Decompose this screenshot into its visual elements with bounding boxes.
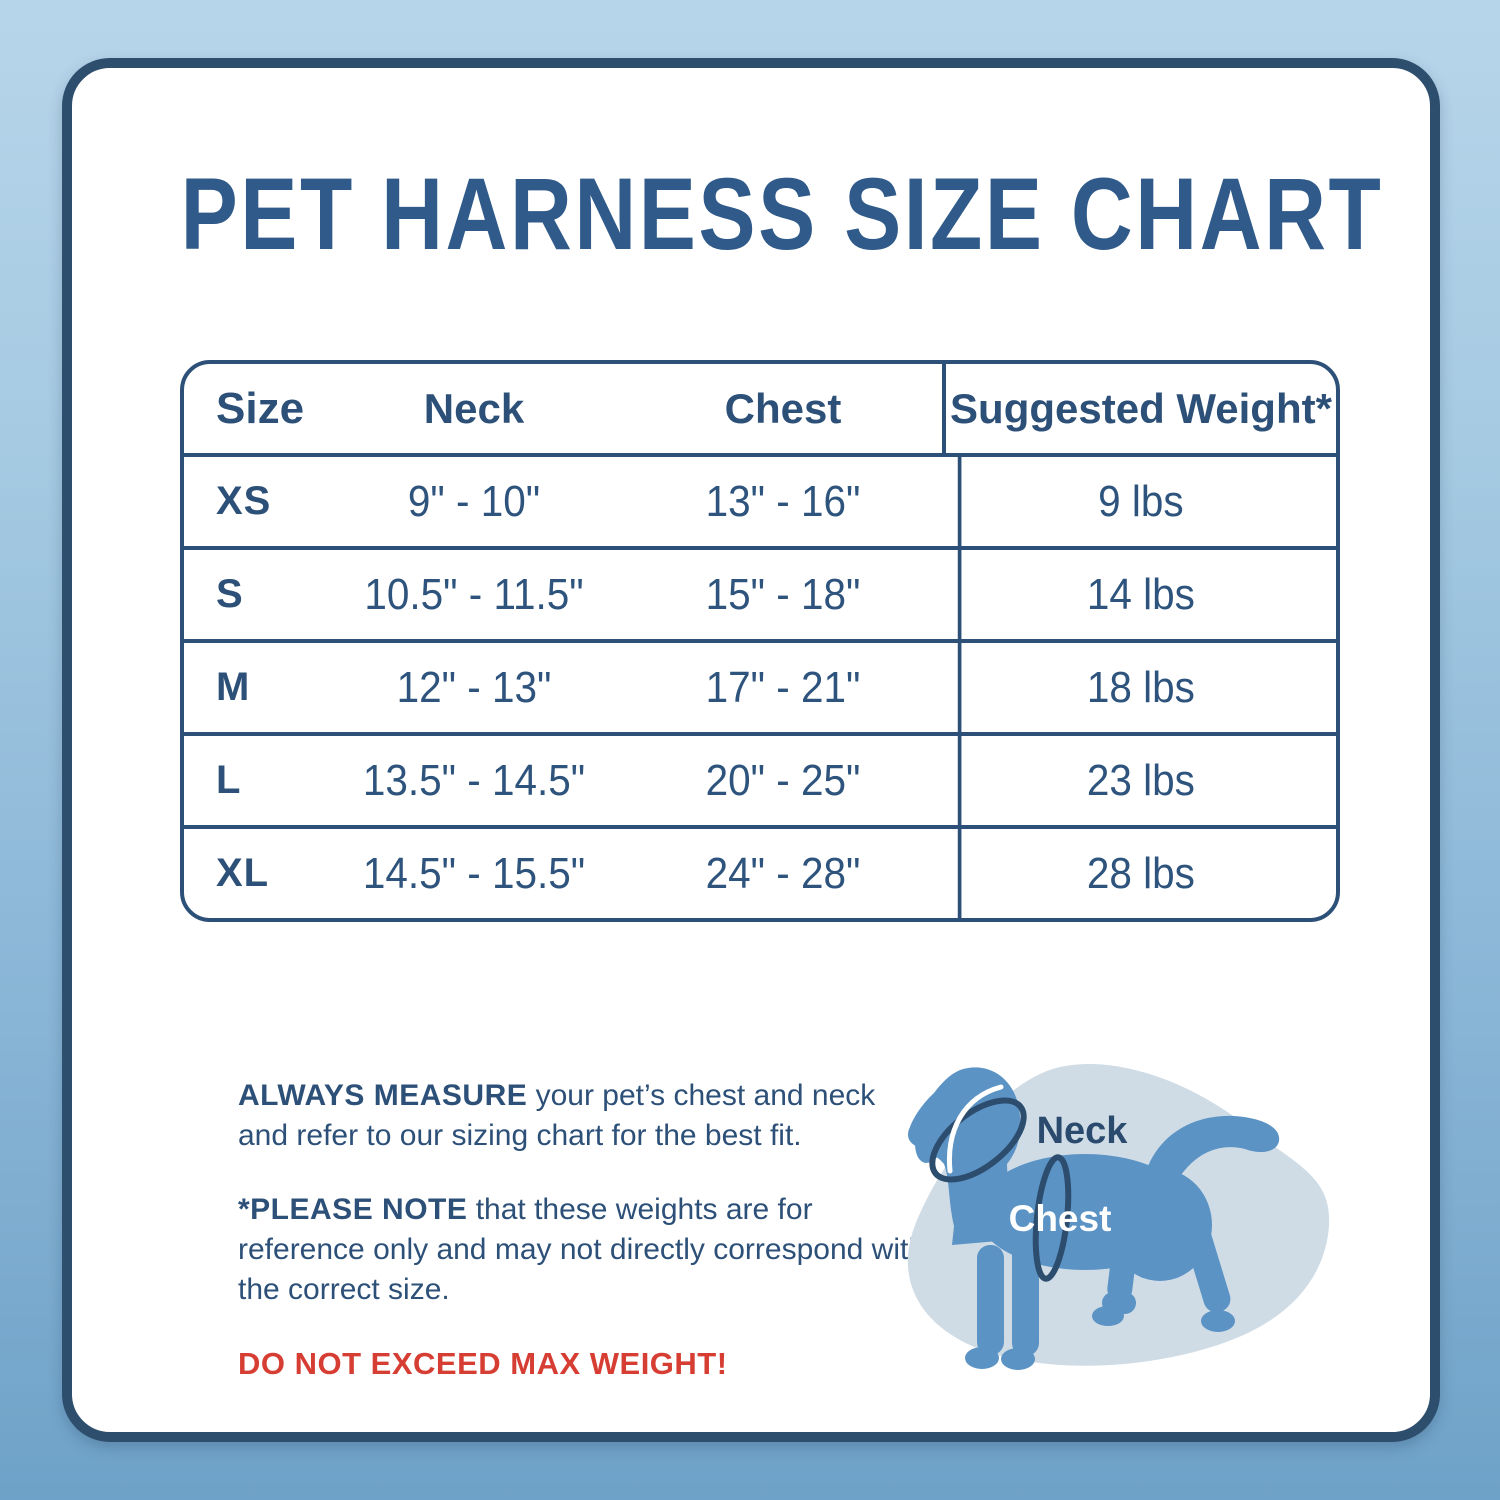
size-chart-card: PET HARNESS SIZE CHART Size Neck Chest S… — [62, 58, 1440, 1442]
neck-label: Neck — [1037, 1110, 1129, 1152]
col-header-size: Size — [216, 383, 305, 433]
measurement-notes: ALWAYS MEASURE your pet’s chest and neck… — [238, 1076, 926, 1418]
chest-label: Chest — [1009, 1198, 1112, 1239]
page-title: PET HARNESS SIZE CHART — [180, 157, 1384, 271]
chest-value: 17" - 21" — [705, 662, 861, 712]
neck-value: 13.5" - 14.5" — [362, 755, 586, 805]
note-always-measure-text: your pet’s chest and neck and refer to o… — [238, 1079, 876, 1152]
neck-loop-highlight — [946, 1084, 1004, 1174]
chest-measure-loop — [1032, 1154, 1072, 1282]
weight-value: 18 lbs — [957, 643, 1320, 732]
dog-measurement-diagram: Neck Chest — [860, 1030, 1360, 1390]
size-value: XL — [216, 851, 270, 895]
neck-value: 9" - 10" — [407, 476, 541, 526]
table-row-xl: XL 14.5" - 15.5" 24" - 28" 28 lbs — [184, 825, 1336, 918]
neck-value: 14.5" - 15.5" — [362, 848, 586, 898]
table-row-s: S 10.5" - 11.5" 15" - 18" 14 lbs — [184, 546, 1336, 639]
col-header-neck: Neck — [423, 384, 525, 432]
size-value: S — [216, 572, 244, 616]
neck-value: 10.5" - 11.5" — [364, 569, 584, 619]
weight-value: 14 lbs — [957, 550, 1320, 639]
table-row-m: M 12" - 13" 17" - 21" 18 lbs — [184, 639, 1336, 732]
size-value: M — [216, 665, 251, 709]
size-table: Size Neck Chest Suggested Weight* XS 9" … — [180, 360, 1340, 922]
size-value: L — [216, 758, 242, 802]
col-header-chest: Chest — [724, 384, 842, 432]
note-please-note-text: that these weights are for reference onl… — [238, 1193, 926, 1306]
chest-value: 20" - 25" — [705, 755, 861, 805]
chest-value: 24" - 28" — [705, 848, 861, 898]
table-header-row: Size Neck Chest Suggested Weight* — [184, 364, 1336, 453]
size-value: XS — [216, 479, 272, 523]
col-header-weight: Suggested Weight* — [942, 364, 1336, 453]
note-please-note-lead: *PLEASE NOTE — [238, 1193, 468, 1226]
weight-value: 23 lbs — [957, 736, 1320, 825]
neck-value: 12" - 13" — [396, 662, 552, 712]
note-always-measure: ALWAYS MEASURE your pet’s chest and neck… — [238, 1076, 926, 1156]
note-please-note: *PLEASE NOTE that these weights are for … — [238, 1190, 926, 1310]
dog-diagram-svg: Neck Chest — [907, 1063, 1330, 1370]
weight-value: 9 lbs — [957, 457, 1320, 546]
weight-value: 28 lbs — [957, 829, 1320, 918]
dog-silhouette — [908, 1067, 1280, 1370]
table-row-xs: XS 9" - 10" 13" - 16" 9 lbs — [184, 453, 1336, 546]
note-always-measure-lead: ALWAYS MEASURE — [238, 1079, 528, 1112]
chest-value: 13" - 16" — [705, 476, 861, 526]
table-row-l: L 13.5" - 14.5" 20" - 25" 23 lbs — [184, 732, 1336, 825]
max-weight-warning: DO NOT EXCEED MAX WEIGHT! — [238, 1346, 728, 1381]
chest-value: 15" - 18" — [705, 569, 861, 619]
